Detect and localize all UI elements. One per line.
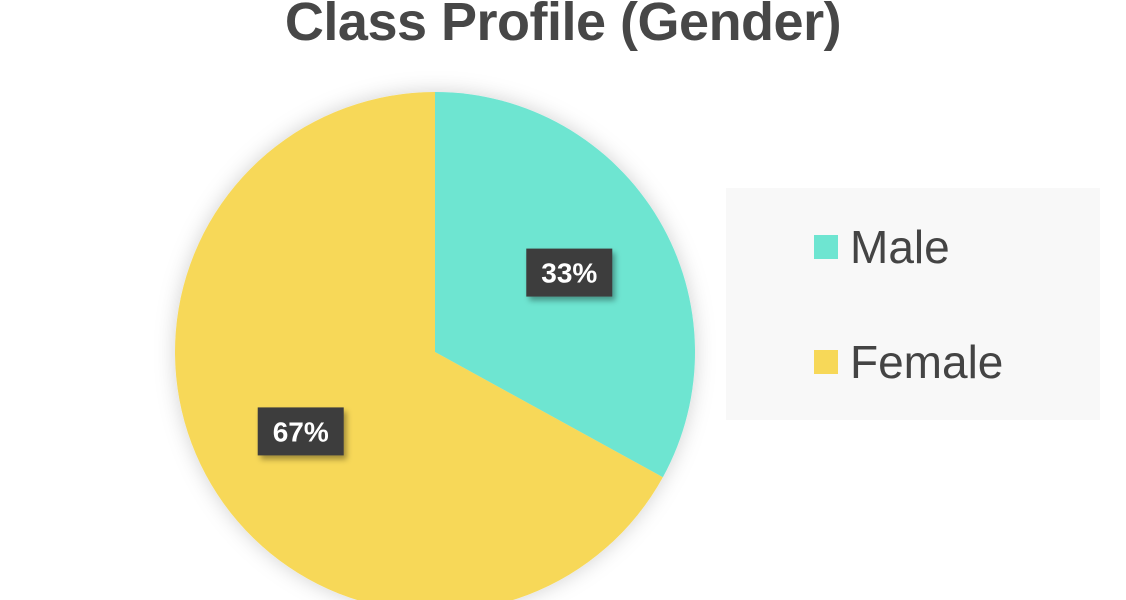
chart-title: Class Profile (Gender) — [284, 0, 842, 52]
data-label-box — [526, 248, 613, 297]
legend-item-female: Female — [814, 338, 1003, 386]
data-label-text: 33% — [541, 258, 597, 289]
data-label-male: 33% — [526, 248, 613, 297]
data-label-text: 67% — [273, 416, 329, 447]
legend-swatch-female — [814, 350, 838, 374]
data-label-female: 67% — [257, 407, 344, 456]
pie-slice-female — [175, 92, 663, 600]
legend-swatch-male — [814, 235, 838, 259]
pie-data-labels: 33% 67% — [257, 248, 613, 456]
legend-item-male: Male — [814, 223, 950, 271]
data-label-box — [257, 407, 344, 456]
legend-label-female: Female — [850, 336, 1004, 388]
legend: Male Female — [726, 188, 1100, 420]
legend-label-male: Male — [850, 221, 950, 273]
pie-slices — [175, 92, 695, 600]
